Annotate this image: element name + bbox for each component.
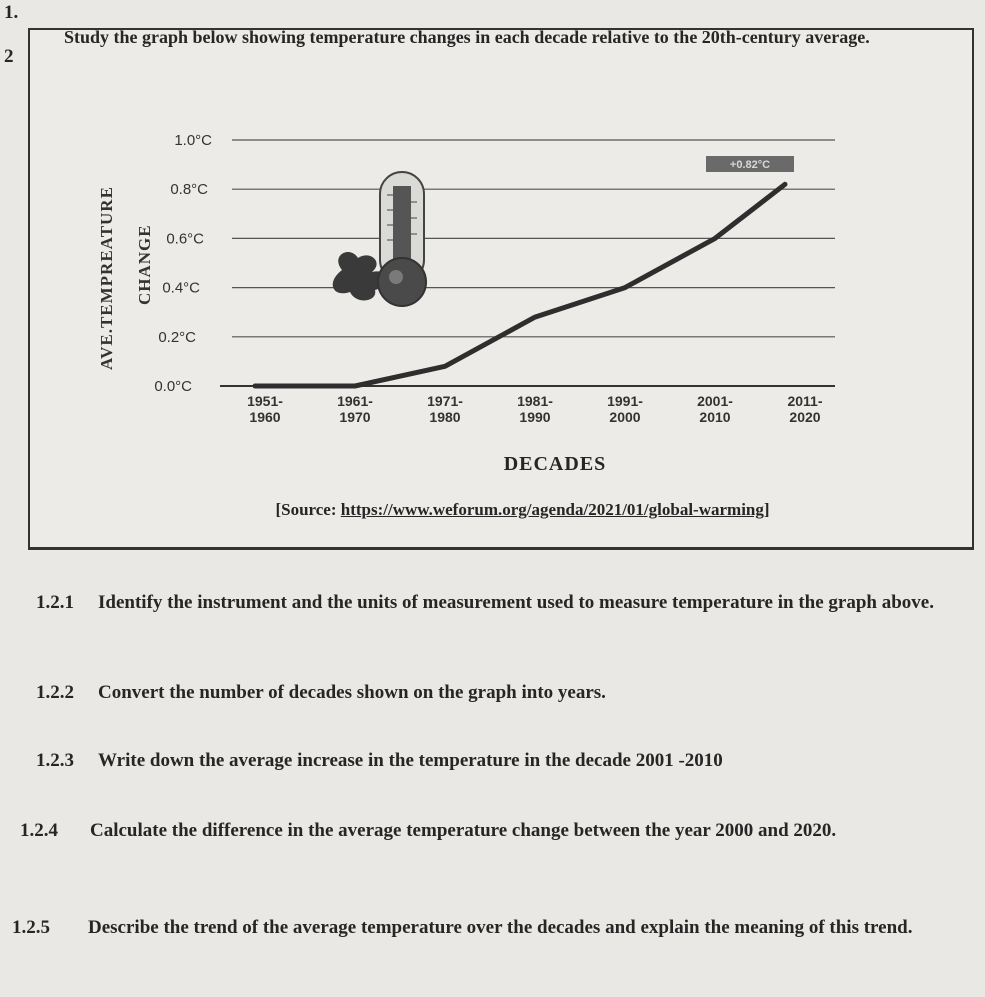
temperature-line	[252, 181, 788, 389]
x-tick-label: 1981-1990	[517, 393, 553, 425]
x-axis-label: DECADES	[503, 453, 607, 475]
question-number-sub: 2	[4, 46, 14, 67]
question-number: 1.2.2	[36, 682, 74, 703]
x-tick-labels: 1951-1960 1961-1970 1971-1980 1981-1990 1991…	[247, 393, 823, 425]
x-tick-label: 1971-1980	[427, 393, 463, 425]
y-tick-labels: 1.0°C 0.8°C 0.6°C 0.4°C 0.2°C 0.0°C	[154, 132, 212, 395]
question-number: 1.2.4	[20, 820, 58, 841]
source-citation: [Source: https://www.weforum.org/agenda/…	[0, 500, 985, 520]
question-number: 1.2.3	[36, 750, 74, 771]
question-text: Describe the trend of the average temper…	[88, 917, 913, 938]
end-value-callout: +0.82°C	[706, 156, 794, 172]
y-axis-label-line2: CHANGE	[135, 224, 154, 305]
question-number: 1.2.1	[36, 592, 74, 613]
y-tick-label: 0.6°C	[166, 230, 204, 247]
x-tick-label: 2011-2020	[787, 393, 822, 425]
y-tick-label: 0.2°C	[158, 329, 196, 346]
x-tick-label: 1991-2000	[607, 393, 643, 425]
question-text: Write down the average increase in the t…	[98, 750, 723, 771]
question-number-main: 1.	[4, 2, 19, 23]
question-text: Convert the number of decades shown on t…	[98, 682, 606, 703]
temperature-chart: 1.0°C 0.8°C 0.6°C 0.4°C 0.2°C 0.0°C 1951-1960…	[97, 132, 835, 425]
y-tick-label: 0.4°C	[162, 280, 200, 297]
graph-frame	[28, 28, 974, 550]
end-value-label: +0.82°C	[730, 159, 770, 171]
y-tick-label: 0.8°C	[170, 181, 208, 198]
x-tick-label: 1961-1970	[337, 393, 373, 425]
source-suffix: ]	[763, 500, 770, 519]
source-url: https://www.weforum.org/agenda/2021/01/g…	[340, 500, 764, 519]
y-tick-label: 0.0°C	[154, 378, 192, 395]
question-text: Identify the instrument and the units of…	[98, 592, 934, 613]
y-tick-label: 1.0°C	[174, 132, 212, 149]
grid-lines	[220, 139, 835, 387]
intro-text: Study the graph below showing temperatur…	[64, 27, 870, 47]
thermometer-icon	[332, 171, 427, 307]
source-prefix: [Source:	[275, 500, 341, 519]
question-number: 1.2.5	[12, 917, 50, 938]
question-text: Calculate the difference in the average …	[90, 820, 837, 841]
x-tick-label: 2001-2010	[697, 393, 733, 425]
y-axis-label-line1: AVE.TEMPREATURE	[97, 186, 116, 370]
x-tick-label: 1951-1960	[247, 393, 283, 425]
